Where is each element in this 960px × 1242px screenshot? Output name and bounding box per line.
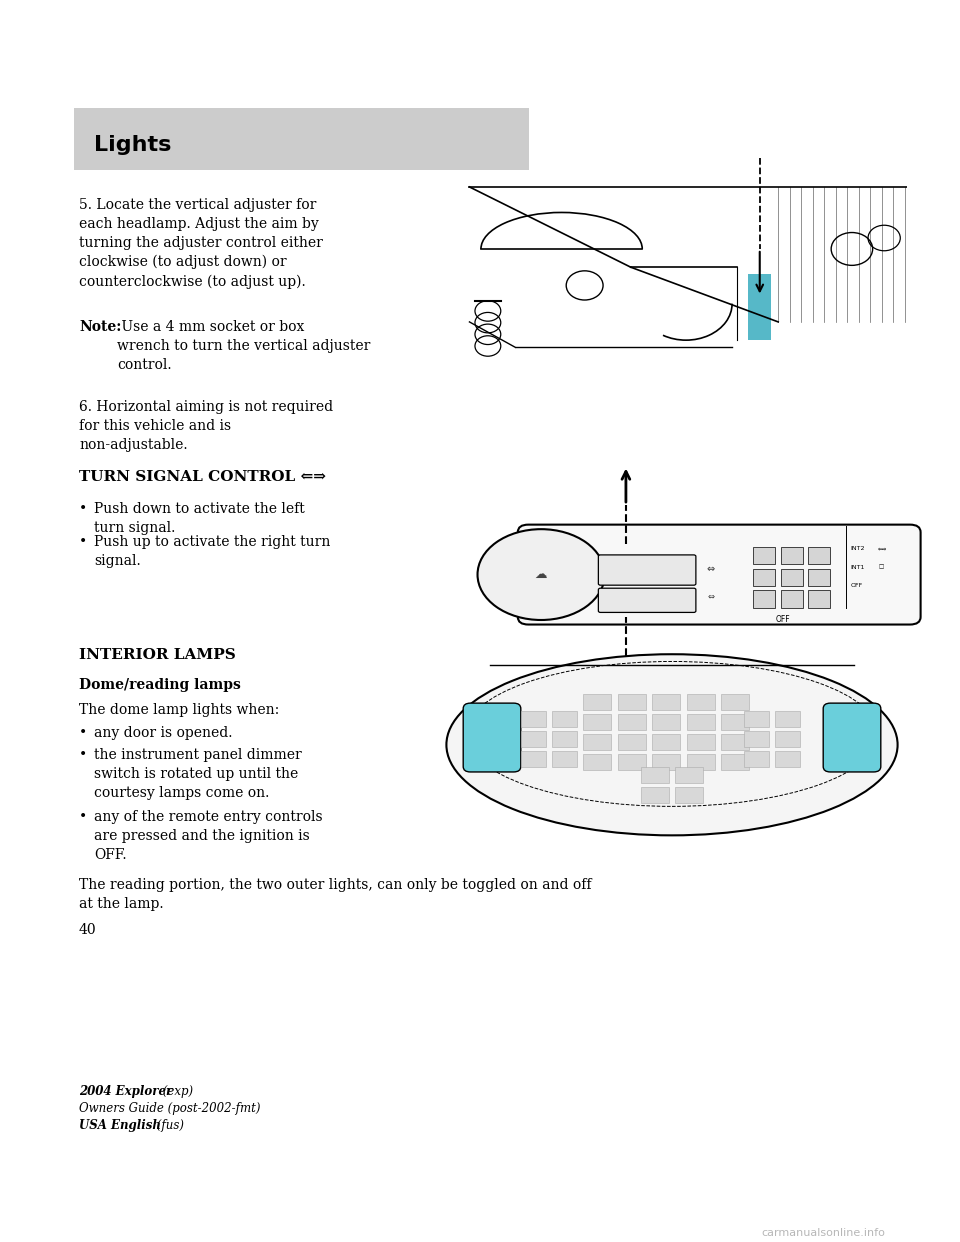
FancyBboxPatch shape xyxy=(687,694,714,710)
FancyBboxPatch shape xyxy=(652,754,680,770)
FancyBboxPatch shape xyxy=(722,694,749,710)
FancyBboxPatch shape xyxy=(753,546,775,564)
Text: TURN SIGNAL CONTROL ⇐⇒: TURN SIGNAL CONTROL ⇐⇒ xyxy=(79,469,326,484)
Text: •: • xyxy=(79,727,87,740)
Text: INT1: INT1 xyxy=(851,565,865,570)
FancyBboxPatch shape xyxy=(722,734,749,750)
Text: (fus): (fus) xyxy=(153,1119,184,1131)
Text: any door is opened.: any door is opened. xyxy=(94,727,232,740)
FancyBboxPatch shape xyxy=(652,694,680,710)
Text: The reading portion, the two outer lights, can only be toggled on and off
at the: The reading portion, the two outer light… xyxy=(79,878,591,910)
FancyBboxPatch shape xyxy=(753,590,775,607)
FancyBboxPatch shape xyxy=(675,766,703,782)
FancyBboxPatch shape xyxy=(598,555,696,585)
Text: Dome/reading lamps: Dome/reading lamps xyxy=(79,678,241,692)
FancyBboxPatch shape xyxy=(584,734,611,750)
FancyBboxPatch shape xyxy=(584,714,611,730)
Text: Push down to activate the left
turn signal.: Push down to activate the left turn sign… xyxy=(94,502,304,535)
Text: 5. Locate the vertical adjuster for
each headlamp. Adjust the aim by
turning the: 5. Locate the vertical adjuster for each… xyxy=(79,197,323,289)
FancyBboxPatch shape xyxy=(652,714,680,730)
FancyBboxPatch shape xyxy=(517,524,921,625)
Bar xyxy=(74,108,529,170)
FancyBboxPatch shape xyxy=(552,710,577,727)
Text: •: • xyxy=(79,502,87,515)
Text: Push up to activate the right turn
signal.: Push up to activate the right turn signa… xyxy=(94,535,330,568)
FancyBboxPatch shape xyxy=(584,754,611,770)
Text: Use a 4 mm socket or box
wrench to turn the vertical adjuster
control.: Use a 4 mm socket or box wrench to turn … xyxy=(117,320,371,371)
FancyBboxPatch shape xyxy=(618,694,645,710)
FancyBboxPatch shape xyxy=(584,694,611,710)
Text: 6. Horizontal aiming is not required
for this vehicle and is
non-adjustable.: 6. Horizontal aiming is not required for… xyxy=(79,400,333,452)
FancyBboxPatch shape xyxy=(808,546,830,564)
Text: Lights: Lights xyxy=(94,135,172,155)
Text: 40: 40 xyxy=(79,923,97,936)
FancyBboxPatch shape xyxy=(808,590,830,607)
FancyBboxPatch shape xyxy=(675,787,703,802)
FancyBboxPatch shape xyxy=(463,703,520,773)
Text: OFF: OFF xyxy=(851,582,863,587)
Text: □: □ xyxy=(878,565,883,570)
Text: INT2: INT2 xyxy=(851,546,865,551)
FancyBboxPatch shape xyxy=(598,589,696,612)
FancyBboxPatch shape xyxy=(687,734,714,750)
FancyBboxPatch shape xyxy=(744,710,769,727)
FancyBboxPatch shape xyxy=(552,750,577,766)
Bar xyxy=(748,274,771,340)
FancyBboxPatch shape xyxy=(776,730,800,746)
Text: OFF: OFF xyxy=(776,616,790,625)
Circle shape xyxy=(477,529,605,620)
Ellipse shape xyxy=(446,655,898,836)
Text: INTERIOR LAMPS: INTERIOR LAMPS xyxy=(79,648,236,662)
Text: any of the remote entry controls
are pressed and the ignition is
OFF.: any of the remote entry controls are pre… xyxy=(94,810,323,862)
Text: Owners Guide (post-2002-fmt): Owners Guide (post-2002-fmt) xyxy=(79,1102,260,1115)
FancyBboxPatch shape xyxy=(808,569,830,586)
FancyBboxPatch shape xyxy=(722,714,749,730)
Text: ⇔: ⇔ xyxy=(707,564,715,574)
Text: The dome lamp lights when:: The dome lamp lights when: xyxy=(79,703,279,717)
FancyBboxPatch shape xyxy=(780,546,803,564)
Text: ☁: ☁ xyxy=(535,568,547,581)
FancyBboxPatch shape xyxy=(520,750,545,766)
FancyBboxPatch shape xyxy=(824,703,881,773)
FancyBboxPatch shape xyxy=(652,734,680,750)
FancyBboxPatch shape xyxy=(776,750,800,766)
FancyBboxPatch shape xyxy=(618,714,645,730)
FancyBboxPatch shape xyxy=(753,569,775,586)
FancyBboxPatch shape xyxy=(520,730,545,746)
FancyBboxPatch shape xyxy=(744,750,769,766)
FancyBboxPatch shape xyxy=(520,710,545,727)
FancyBboxPatch shape xyxy=(552,730,577,746)
Text: ⇐⇒: ⇐⇒ xyxy=(878,546,887,551)
Text: carmanualsonline.info: carmanualsonline.info xyxy=(761,1228,885,1238)
Text: Note:: Note: xyxy=(79,320,121,334)
FancyBboxPatch shape xyxy=(641,766,668,782)
FancyBboxPatch shape xyxy=(776,710,800,727)
FancyBboxPatch shape xyxy=(618,754,645,770)
Text: (exp): (exp) xyxy=(159,1086,193,1098)
Text: 2004 Explorer: 2004 Explorer xyxy=(79,1086,172,1098)
FancyBboxPatch shape xyxy=(780,590,803,607)
FancyBboxPatch shape xyxy=(744,730,769,746)
Text: USA English: USA English xyxy=(79,1119,161,1131)
Text: •: • xyxy=(79,810,87,823)
Text: ⇔: ⇔ xyxy=(708,591,714,600)
FancyBboxPatch shape xyxy=(722,754,749,770)
Text: •: • xyxy=(79,535,87,549)
FancyBboxPatch shape xyxy=(641,787,668,802)
Text: the instrument panel dimmer
switch is rotated up until the
courtesy lamps come o: the instrument panel dimmer switch is ro… xyxy=(94,748,301,800)
FancyBboxPatch shape xyxy=(618,734,645,750)
FancyBboxPatch shape xyxy=(687,714,714,730)
FancyBboxPatch shape xyxy=(687,754,714,770)
FancyBboxPatch shape xyxy=(780,569,803,586)
Text: •: • xyxy=(79,748,87,763)
